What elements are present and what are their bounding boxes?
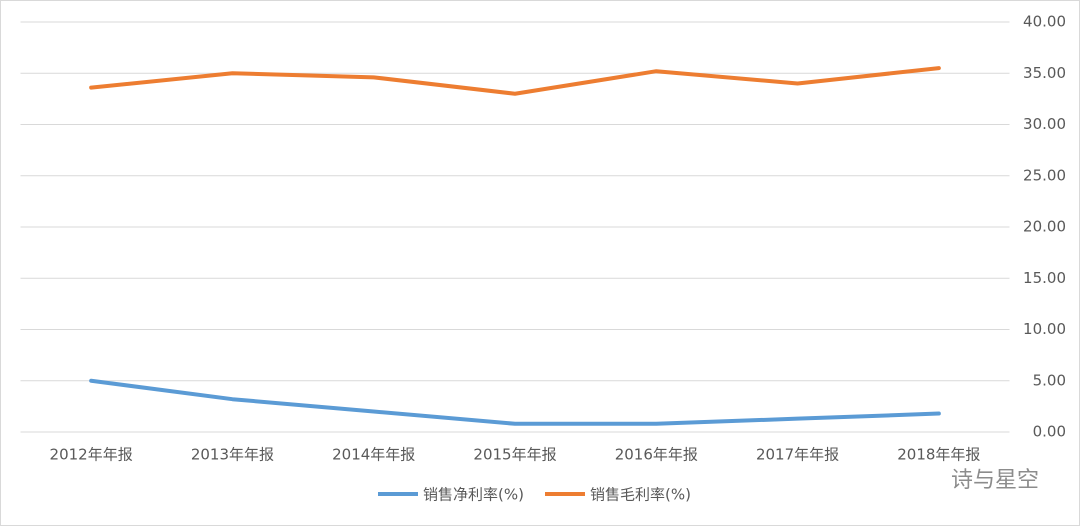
y-tick-label: 20.00	[1023, 218, 1066, 236]
y-tick-label: 30.00	[1023, 115, 1066, 133]
x-tick-label: 2013年年报	[191, 446, 274, 464]
legend-label: 销售净利率(%)	[423, 486, 524, 504]
y-tick-label: 35.00	[1023, 64, 1066, 82]
y-tick-label: 0.00	[1033, 423, 1066, 441]
y-tick-label: 10.00	[1023, 320, 1066, 338]
x-tick-label: 2018年年报	[897, 446, 980, 464]
data-line	[89, 66, 941, 96]
x-tick-label: 2016年年报	[615, 446, 698, 464]
y-tick-label: 40.00	[1023, 13, 1066, 31]
data-line	[89, 378, 941, 426]
watermark: 诗与星空	[951, 468, 1039, 493]
legend-label: 销售毛利率(%)	[590, 486, 691, 504]
x-tick-label: 2017年年报	[756, 446, 839, 464]
x-tick-label: 2014年年报	[332, 446, 415, 464]
x-tick-label: 2015年年报	[473, 446, 556, 464]
y-tick-label: 5.00	[1033, 371, 1066, 389]
y-tick-label: 15.00	[1023, 269, 1066, 287]
y-tick-label: 25.00	[1023, 166, 1066, 184]
x-tick-label: 2012年年报	[50, 446, 133, 464]
